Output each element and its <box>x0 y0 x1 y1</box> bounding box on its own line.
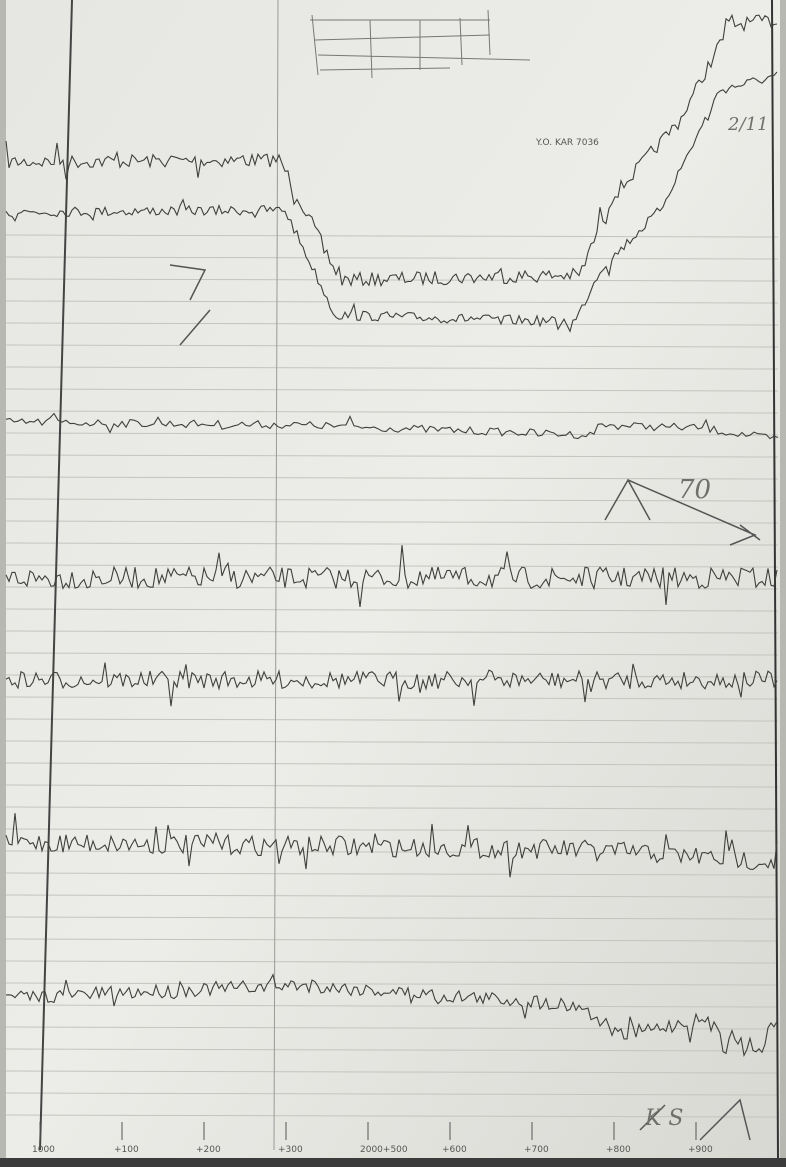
time-label: +300 <box>278 1145 303 1155</box>
handwritten-note: K S <box>644 1106 684 1131</box>
time-label: +200 <box>196 1145 221 1155</box>
time-label: 1000 <box>32 1145 55 1155</box>
time-label: 2000+500 <box>360 1145 408 1155</box>
time-label: +600 <box>442 1145 467 1155</box>
handwritten-note: 2/11 <box>727 114 768 135</box>
time-label: +800 <box>606 1145 631 1155</box>
time-label: +700 <box>524 1145 549 1155</box>
bottom-edge <box>0 1158 786 1167</box>
stamp-text: Y.O. KAR 7036 <box>535 138 599 148</box>
time-label: +100 <box>114 1145 139 1155</box>
handwritten-note: 70 <box>678 475 711 505</box>
time-label: +900 <box>688 1145 713 1155</box>
